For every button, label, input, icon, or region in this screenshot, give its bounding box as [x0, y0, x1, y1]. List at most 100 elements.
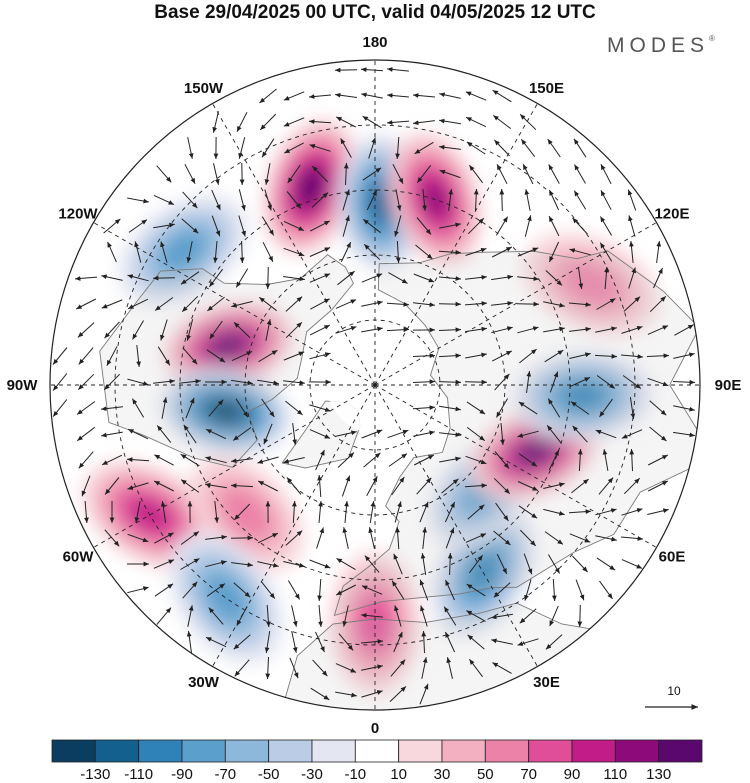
wind-arrow: [361, 613, 383, 618]
map-title: Base 29/04/2025 00 UTC, valid 04/05/2025…: [154, 2, 596, 23]
colorbar-swatch: [528, 739, 573, 763]
anomaly-7-level-6: [211, 402, 240, 421]
wind-arrow: [444, 501, 456, 523]
wind-arrow: [318, 604, 323, 628]
colorbar-swatch: [658, 739, 703, 763]
wind-arrow: [519, 608, 537, 624]
wind-arrow: [153, 194, 175, 206]
wind-arrow: [213, 163, 220, 185]
wind-arrow: [569, 376, 591, 388]
wind-arrow: [391, 580, 405, 600]
wind-arrow: [412, 379, 436, 385]
wind-arrow: [422, 189, 427, 211]
wind-arrow: [337, 452, 355, 468]
wind-arrow: [413, 454, 435, 466]
wind-arrow: [127, 197, 149, 204]
wind-arrow: [389, 686, 407, 702]
wind-arrow: [264, 189, 272, 211]
wind-arrow: [127, 298, 149, 310]
wind-arrow: [283, 91, 305, 101]
wind-arrow: [127, 533, 149, 543]
wind-arrow: [647, 454, 669, 466]
wind-arrow: [649, 400, 667, 416]
wind-arrow: [153, 480, 175, 492]
wind-arrow: [491, 326, 513, 334]
colorbar-swatch: [181, 739, 226, 763]
wind-arrow: [464, 483, 488, 489]
colorbar-tick-label: 50: [477, 766, 494, 783]
wind-arrow: [156, 425, 172, 443]
wind-arrow: [103, 373, 121, 391]
wind-arrow: [233, 322, 251, 338]
wind-arrow: [596, 375, 616, 389]
wind-arrow: [363, 243, 381, 261]
wind-arrow: [569, 533, 591, 543]
wind-arrow: [231, 458, 253, 464]
wind-arrow: [599, 398, 613, 418]
wind-arrow: [257, 379, 279, 386]
wind-arrow: [517, 481, 539, 491]
wind-arrow: [393, 553, 403, 575]
wind-arrow: [519, 348, 537, 364]
wind-arrow: [182, 347, 198, 365]
wind-arrow: [414, 141, 434, 155]
wind-arrow: [519, 113, 537, 131]
wind-arrow: [362, 218, 382, 234]
wind-arrow: [106, 346, 118, 366]
wind-arrow: [439, 405, 461, 412]
wind-arrow: [208, 399, 224, 417]
wind-arrow: [465, 455, 487, 465]
wind-arrow: [283, 117, 305, 127]
wind-arrow: [76, 401, 96, 415]
wind-arrow: [337, 270, 355, 286]
wind-arrow: [500, 422, 505, 446]
wind-arrow: [439, 432, 461, 437]
meridian-150: [374, 103, 538, 386]
wind-arrow: [628, 215, 636, 237]
longitude-labels: 180 150E 120E 90E 60E 30E 0 30W 60W 90W 120W 150W: [7, 34, 742, 737]
wind-arrow: [647, 508, 669, 515]
wind-arrow: [231, 379, 253, 386]
wind-arrow: [443, 606, 457, 626]
wind-arrow: [76, 426, 96, 442]
wind-arrow: [362, 167, 382, 181]
wind-arrow: [186, 319, 194, 341]
wind-arrow: [421, 657, 428, 679]
wind-arrow: [208, 607, 224, 625]
wind-arrow: [283, 457, 305, 464]
longitude-label-lon-90w: 90W: [7, 377, 39, 394]
longitude-label-lon-60e: 60E: [659, 549, 686, 566]
wind-arrow: [103, 218, 121, 234]
wind-arrow: [309, 273, 331, 283]
wind-arrow: [291, 605, 298, 627]
wind-arrow: [466, 426, 486, 442]
wind-arrow: [600, 190, 612, 210]
wind-arrow: [647, 377, 669, 387]
wind-arrow: [101, 299, 123, 309]
wind-arrow: [491, 246, 513, 258]
wind-arrow: [77, 322, 95, 338]
wind-arrow: [131, 398, 145, 418]
wind-arrow: [445, 579, 455, 601]
wind-arrow: [599, 216, 613, 236]
wind-arrow: [546, 424, 562, 444]
wind-arrow: [419, 683, 429, 705]
wind-arrow: [335, 92, 357, 98]
wind-arrow: [101, 274, 123, 281]
meridian-60: [374, 384, 657, 548]
wind-arrow: [494, 373, 510, 391]
wind-arrow: [623, 296, 641, 312]
wind-arrow: [647, 480, 669, 492]
anomaly-11: [329, 551, 421, 696]
wind-arrow: [421, 630, 427, 654]
wind-arrow: [466, 141, 486, 155]
wind-arrow: [649, 295, 667, 313]
wind-arrow: [571, 478, 589, 494]
wind-arrow: [283, 561, 305, 568]
wind-arrow: [263, 423, 273, 445]
wind-arrow: [284, 142, 304, 154]
wind-arrow: [569, 352, 591, 359]
wind-arrow: [465, 247, 487, 256]
wind-arrow: [259, 113, 277, 131]
wind-arrow: [491, 350, 513, 362]
